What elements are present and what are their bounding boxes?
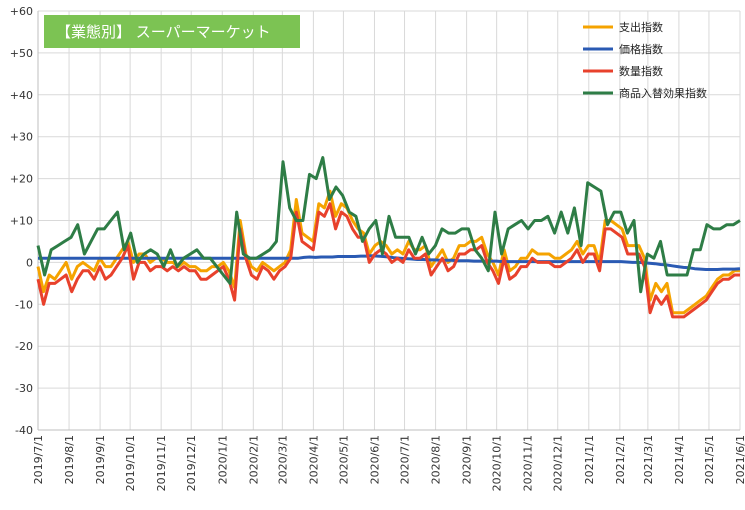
legend-label: 支出指数	[619, 20, 663, 34]
series-line-1	[36, 189, 740, 315]
x-tick-label: 2020/5/1	[337, 435, 350, 484]
x-tick-label: 2020/10/1	[491, 435, 504, 491]
x-tick-label: 2021/5/1	[703, 435, 716, 484]
x-tick-label: 2021/4/1	[673, 435, 686, 484]
x-tick-label: 2020/8/1	[430, 435, 443, 484]
y-tick-label: +10	[10, 215, 33, 228]
chart-title: 【業態別】 スーパーマーケット	[56, 23, 271, 41]
legend-label: 数量指数	[619, 64, 663, 78]
x-tick-label: 2020/2/1	[247, 435, 260, 484]
x-tick-label: 2019/10/1	[124, 435, 137, 491]
x-tick-label: 2020/11/1	[522, 435, 535, 491]
y-tick-label: +40	[10, 89, 33, 102]
x-tick-label: 2019/12/1	[185, 435, 198, 491]
x-tick-label: 2019/8/1	[63, 435, 76, 484]
y-tick-label: +20	[10, 173, 33, 186]
y-tick-label: -30	[15, 382, 33, 395]
x-axis-tick-labels: 2019/7/1 2019/8/1 2019/9/1 2019/10/1 2019/11…	[32, 435, 745, 491]
series-line-4	[36, 156, 741, 294]
x-tick-label: 2019/9/1	[94, 435, 107, 484]
x-tick-label: 2021/2/1	[614, 435, 627, 484]
series-line-3	[36, 202, 740, 319]
x-tick-label: 2021/1/1	[583, 435, 596, 484]
x-tick-label: 2020/7/1	[399, 435, 412, 484]
x-tick-label: 2020/1/1	[216, 435, 229, 484]
chart-title-box: 【業態別】 スーパーマーケット	[44, 15, 300, 48]
y-tick-label: +60	[10, 5, 33, 18]
x-tick-label: 2019/7/1	[32, 435, 45, 484]
x-tick-label: 2020/3/1	[276, 435, 289, 484]
legend-label: 価格指数	[619, 42, 663, 56]
y-tick-label: 0	[26, 256, 33, 269]
x-tick-label: 2020/9/1	[461, 435, 474, 484]
y-tick-label: -20	[15, 340, 33, 353]
axes	[37, 11, 740, 431]
y-tick-label: -10	[15, 298, 33, 311]
legend-label: 商品入替効果指数	[619, 86, 707, 100]
x-tick-label: 2020/12/1	[552, 435, 565, 491]
series-lines	[36, 156, 741, 319]
x-tick-label: 2020/6/1	[368, 435, 381, 484]
x-tick-label: 2021/6/1	[734, 435, 745, 484]
x-tick-label: 2021/3/1	[642, 435, 655, 484]
y-tick-label: -40	[15, 424, 33, 437]
x-tick-label: 2019/11/1	[155, 435, 168, 491]
y-tick-label: +50	[10, 47, 33, 60]
y-tick-label: +30	[10, 131, 33, 144]
y-axis-tick-labels: -40 -30 -20 -10 0 +10 +20 +30 +40 +50 +60	[10, 5, 33, 437]
x-tick-label: 2020/4/1	[307, 435, 320, 484]
